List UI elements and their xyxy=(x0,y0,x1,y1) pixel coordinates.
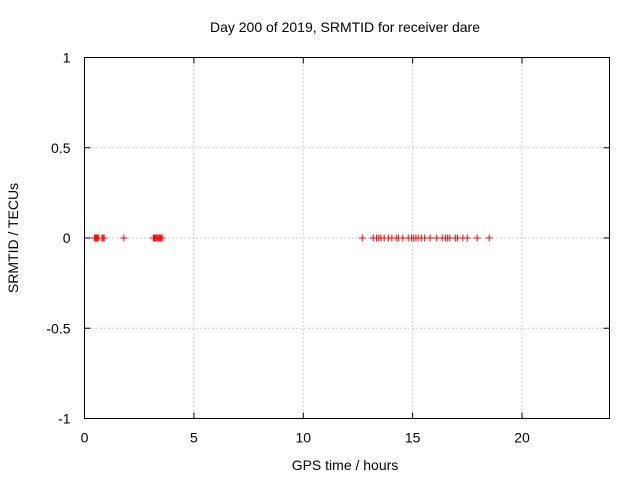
y-tick-label: 0.5 xyxy=(51,140,71,156)
data-point xyxy=(358,234,366,242)
y-tick-label: 0 xyxy=(63,230,71,246)
y-tick-label: -1 xyxy=(58,411,71,427)
axis-ticks: 0 5 10 15 20 -1 -0.5 0 0.5 1 xyxy=(46,50,610,446)
x-tick-label: 20 xyxy=(514,430,530,446)
chart-title: Day 200 of 2019, SRMTID for receiver dar… xyxy=(210,19,480,35)
y-tick-label: -0.5 xyxy=(46,320,70,336)
y-axis-label: SRMTID / TECUs xyxy=(5,183,21,293)
x-tick-label: 5 xyxy=(190,430,198,446)
data-point xyxy=(158,234,166,242)
data-point xyxy=(485,234,493,242)
x-tick-label: 10 xyxy=(295,430,311,446)
y-tick-label: 1 xyxy=(63,50,71,66)
data-point xyxy=(426,234,434,242)
data-point xyxy=(100,234,108,242)
data-points xyxy=(90,234,493,242)
x-tick-label: 0 xyxy=(81,430,89,446)
data-point xyxy=(120,234,128,242)
x-tick-label: 15 xyxy=(405,430,421,446)
x-axis-label: GPS time / hours xyxy=(292,457,399,473)
data-point xyxy=(473,234,481,242)
data-point xyxy=(463,234,471,242)
